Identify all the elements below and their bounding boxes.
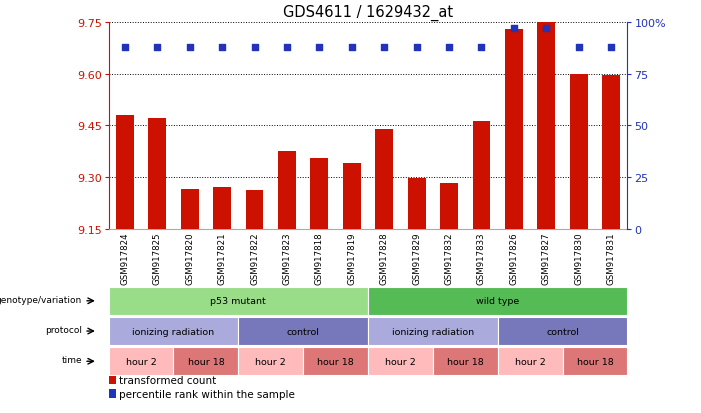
Text: GSM917824: GSM917824 bbox=[121, 232, 130, 285]
Text: GSM917833: GSM917833 bbox=[477, 232, 486, 285]
Text: control: control bbox=[546, 327, 579, 336]
Text: GSM917820: GSM917820 bbox=[185, 232, 194, 285]
Text: GSM917832: GSM917832 bbox=[444, 232, 454, 285]
Bar bbox=[368, 347, 433, 375]
Point bbox=[314, 44, 325, 51]
Point bbox=[346, 44, 358, 51]
Point bbox=[508, 26, 519, 32]
Text: control: control bbox=[287, 327, 320, 336]
Text: hour 18: hour 18 bbox=[447, 357, 484, 366]
Text: GSM917825: GSM917825 bbox=[153, 232, 162, 285]
Text: hour 18: hour 18 bbox=[188, 357, 224, 366]
Bar bbox=[433, 347, 498, 375]
Bar bbox=[602, 76, 620, 229]
Text: hour 2: hour 2 bbox=[515, 357, 545, 366]
Point bbox=[184, 44, 196, 51]
Point bbox=[606, 44, 617, 51]
Point bbox=[281, 44, 292, 51]
Bar bbox=[562, 347, 627, 375]
Text: hour 18: hour 18 bbox=[577, 357, 613, 366]
Bar bbox=[109, 389, 116, 398]
Bar bbox=[238, 317, 368, 345]
Text: GSM917826: GSM917826 bbox=[510, 232, 519, 285]
Bar bbox=[278, 152, 296, 229]
Bar bbox=[109, 287, 368, 315]
Point bbox=[540, 26, 552, 32]
Point bbox=[573, 44, 585, 51]
Bar bbox=[368, 317, 498, 345]
Text: GSM917829: GSM917829 bbox=[412, 232, 421, 285]
Bar bbox=[368, 287, 627, 315]
Text: wild type: wild type bbox=[476, 297, 519, 306]
Text: GSM917819: GSM917819 bbox=[347, 232, 356, 285]
Point bbox=[249, 44, 260, 51]
Point bbox=[411, 44, 422, 51]
Text: GSM917828: GSM917828 bbox=[380, 232, 389, 285]
Text: ionizing radiation: ionizing radiation bbox=[132, 327, 215, 336]
Bar bbox=[570, 74, 587, 229]
Point bbox=[217, 44, 228, 51]
Text: p53 mutant: p53 mutant bbox=[210, 297, 266, 306]
Text: GSM917822: GSM917822 bbox=[250, 232, 259, 285]
Text: hour 2: hour 2 bbox=[255, 357, 286, 366]
Text: GSM917830: GSM917830 bbox=[574, 232, 583, 285]
Text: GSM917827: GSM917827 bbox=[542, 232, 551, 285]
Bar bbox=[149, 119, 166, 229]
Text: hour 2: hour 2 bbox=[385, 357, 416, 366]
Bar bbox=[408, 179, 426, 229]
Point bbox=[476, 44, 487, 51]
Bar bbox=[109, 376, 116, 384]
Text: ionizing radiation: ionizing radiation bbox=[392, 327, 474, 336]
Bar bbox=[472, 122, 491, 229]
Point bbox=[151, 44, 163, 51]
Text: GSM917818: GSM917818 bbox=[315, 232, 324, 285]
Bar bbox=[303, 347, 368, 375]
Text: genotype/variation: genotype/variation bbox=[0, 295, 82, 304]
Point bbox=[119, 44, 130, 51]
Text: GSM917831: GSM917831 bbox=[606, 232, 615, 285]
Bar bbox=[174, 347, 238, 375]
Text: hour 2: hour 2 bbox=[125, 357, 156, 366]
Title: GDS4611 / 1629432_at: GDS4611 / 1629432_at bbox=[283, 5, 453, 21]
Text: GSM917823: GSM917823 bbox=[283, 232, 292, 285]
Bar bbox=[375, 129, 393, 229]
Point bbox=[379, 44, 390, 51]
Bar bbox=[343, 164, 361, 229]
Bar bbox=[311, 159, 328, 229]
Bar bbox=[245, 190, 264, 229]
Bar bbox=[109, 347, 174, 375]
Text: transformed count: transformed count bbox=[119, 375, 217, 385]
Bar bbox=[538, 23, 555, 229]
Bar bbox=[238, 347, 303, 375]
Text: hour 18: hour 18 bbox=[318, 357, 354, 366]
Text: GSM917821: GSM917821 bbox=[217, 232, 226, 285]
Text: time: time bbox=[62, 356, 82, 364]
Text: percentile rank within the sample: percentile rank within the sample bbox=[119, 389, 295, 399]
Bar bbox=[498, 347, 562, 375]
Bar bbox=[109, 317, 238, 345]
Bar bbox=[498, 317, 627, 345]
Bar bbox=[181, 190, 198, 229]
Bar bbox=[116, 116, 134, 229]
Bar bbox=[213, 188, 231, 229]
Point bbox=[444, 44, 455, 51]
Bar bbox=[505, 30, 523, 229]
Text: protocol: protocol bbox=[45, 325, 82, 334]
Bar bbox=[440, 183, 458, 229]
